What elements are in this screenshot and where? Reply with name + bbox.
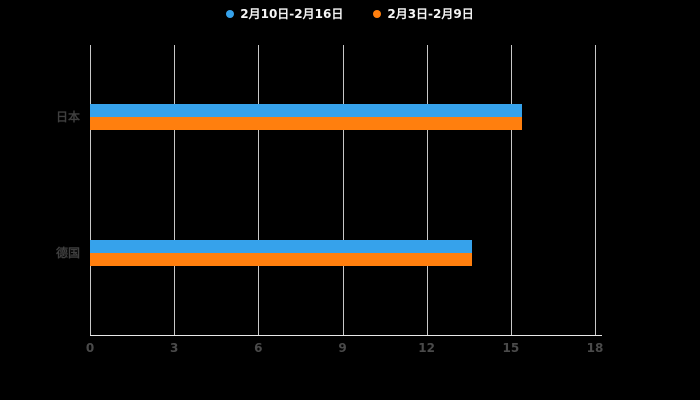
legend-dot-orange-icon	[373, 10, 382, 18]
x-tick-0: 0	[85, 341, 95, 355]
bar-germany-series-2[interactable]	[90, 253, 472, 266]
legend-item-series-2[interactable]: 2月3日-2月9日	[373, 7, 474, 21]
bar-japan-series-2[interactable]	[90, 117, 523, 130]
gridline-12	[426, 45, 428, 335]
legend-dot-blue-icon	[226, 10, 235, 18]
gridline-15	[510, 45, 512, 335]
x-tick-3: 3	[169, 341, 179, 355]
x-tick-15: 15	[502, 341, 520, 355]
gridline-0	[90, 45, 91, 335]
x-axis-ticks: 0 3 6 9 12 15 18	[86, 341, 604, 355]
legend-label-series-2: 2月3日-2月9日	[387, 7, 474, 21]
y-axis-label-japan: 日本	[55, 110, 80, 124]
plot-area	[90, 45, 596, 335]
bar-germany-series-1[interactable]	[90, 240, 472, 253]
x-tick-18: 18	[586, 341, 604, 355]
x-tick-6: 6	[254, 341, 263, 355]
chart-legend: 2月10日-2月16日 2月3日-2月9日	[0, 7, 700, 21]
legend-item-series-1[interactable]: 2月10日-2月16日	[226, 7, 343, 21]
gridline-6	[258, 45, 260, 335]
x-axis-line	[90, 335, 602, 336]
y-axis-label-germany: 德国	[55, 246, 80, 260]
x-tick-9: 9	[338, 341, 347, 355]
x-tick-12: 12	[418, 341, 436, 355]
legend-label-series-1: 2月10日-2月16日	[240, 7, 344, 21]
gridline-3	[174, 45, 176, 335]
gridline-9	[342, 45, 344, 335]
gridline-18	[595, 45, 596, 335]
bar-japan-series-1[interactable]	[90, 104, 523, 117]
